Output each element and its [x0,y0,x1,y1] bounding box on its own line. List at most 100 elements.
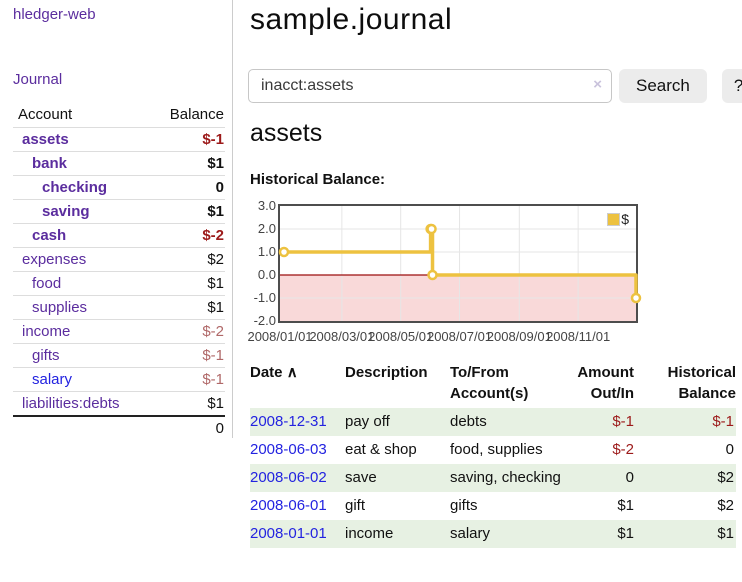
search-input[interactable] [248,69,612,103]
register-row[interactable]: 2008-01-01 income salary $1 $1 [250,520,736,548]
x-axis-label: 2008/07/01 [426,329,493,344]
account-row: food $1 [13,271,225,296]
account-link[interactable]: saving [42,203,90,220]
register-row[interactable]: 2008-06-02 save saving, checking 0 $2 [250,464,736,492]
register-date-link[interactable]: 2008-06-01 [250,497,327,514]
account-row: salary $-1 [13,367,225,392]
accounts-total-spacer [13,415,149,440]
account-row: supplies $1 [13,295,225,320]
register-row[interactable]: 2008-06-03 eat & shop food, supplies $-2 0 [250,436,736,464]
register-row[interactable]: 2008-06-01 gift gifts $1 $2 [250,492,736,520]
register-amount-cell: $-2 [612,441,634,458]
accounts-total-row: 0 [13,415,225,440]
register-table: Date ∧ Description To/From Account(s) Am… [250,358,736,548]
account-row: income $-2 [13,319,225,344]
register-date-link[interactable]: 2008-06-02 [250,469,327,486]
y-axis-label: -1.0 [253,290,276,305]
data-point-marker [630,292,642,304]
y-axis-label: 3.0 [257,198,276,213]
app-title-link[interactable]: hledger-web [13,6,96,23]
account-cell: liabilities:debts [13,391,149,416]
register-header-amount: Amount Out/In [577,364,634,402]
account-balance: $1 [148,151,225,176]
account-balance: $-1 [148,343,225,368]
accounts-table: Account Balance assets $-1 bank $1 checking 0… [13,103,225,440]
register-accounts-cell: saving, checking [450,464,566,492]
register-accounts-cell: gifts [450,497,478,514]
y-axis-label: 2.0 [257,221,276,236]
account-heading: assets [250,119,323,147]
register-description-cell: save [345,464,450,492]
account-row: checking 0 [13,175,225,200]
account-link[interactable]: bank [32,155,68,172]
account-row: assets $-1 [13,127,225,152]
register-balance-cell: $1 [634,520,736,548]
historical-balance-chart: $ 3.0 2.0 1.0 0.0 -1.0 -2.0 2008/01/01 2008/03/… [247,198,670,346]
chart-legend: $ [605,210,631,228]
search-button[interactable]: Search [619,69,707,103]
account-balance: $2 [148,247,225,272]
register-balance-cell: $2 [717,497,734,514]
journal-link[interactable]: Journal [13,71,63,88]
account-link[interactable]: cash [32,227,67,244]
clear-search-icon[interactable]: × [593,76,602,93]
account-link[interactable]: food [32,275,62,292]
register-date-link[interactable]: 2008-06-03 [250,441,327,458]
account-link[interactable]: salary [32,371,73,388]
accounts-header-balance: Balance [169,106,224,123]
help-button[interactable]: ? [721,69,742,103]
x-axis-label: 2008/11/01 [546,329,611,344]
account-link[interactable]: assets [22,131,69,148]
account-cell: bank [13,151,149,176]
data-point-marker [426,223,437,235]
account-link[interactable]: supplies [32,299,88,316]
data-point-marker [427,269,438,281]
account-link[interactable]: liabilities:debts [22,395,120,412]
account-row: cash $-2 [13,223,225,248]
register-amount-cell: $-1 [566,408,634,436]
y-axis-label: 0.0 [257,267,276,282]
register-amount-cell: $1 [617,497,634,514]
account-cell: gifts [13,343,149,368]
register-description-cell: income [345,520,450,548]
account-row: gifts $-1 [13,343,225,368]
search-form: × Search ? [248,69,742,103]
page-title: sample.journal [250,3,453,36]
account-cell: cash [13,223,149,248]
account-link[interactable]: gifts [32,347,60,364]
register-date-cell: 2008-12-31 [250,408,345,436]
account-balance: $-1 [148,127,225,152]
main-content: sample.journal × Search ? assets Histori… [247,0,742,582]
register-header-balance: Historical Balance [667,364,736,402]
account-balance: 0 [148,175,225,200]
register-row[interactable]: 2008-12-31 pay off debts $-1 $-1 [250,408,736,436]
x-axis-label: 2008/05/01 [368,329,434,344]
account-cell: food [13,271,149,296]
search-box: × [248,69,612,103]
chart-heading: Historical Balance: [250,171,386,188]
register-balance-cell: 0 [725,441,734,458]
register-accounts-cell: salary [450,520,566,548]
y-axis-label: -2.0 [253,313,276,328]
account-link[interactable]: income [22,323,71,340]
register-description-cell: pay off [345,408,450,436]
legend-swatch [607,212,621,226]
account-link[interactable]: expenses [22,251,87,268]
account-cell: supplies [13,295,149,320]
account-link[interactable]: checking [42,179,108,196]
register-header-description: Description [345,364,428,381]
register-header-date[interactable]: Date ∧ [250,364,298,381]
legend-label: $ [621,211,629,227]
register-date-cell: 2008-06-02 [250,464,345,492]
register-date-cell: 2008-06-01 [250,492,345,520]
register-amount-cell: $1 [566,520,634,548]
register-date-link[interactable]: 2008-01-01 [250,525,327,542]
account-cell: income [13,319,149,344]
register-date-link[interactable]: 2008-12-31 [250,413,327,430]
register-balance-cell: $-1 [634,408,736,436]
account-balance: $-2 [148,223,225,248]
x-axis-label: 2008/01/01 [247,329,313,344]
register-date-cell: 2008-06-03 [250,436,345,464]
account-balance: $1 [148,295,225,320]
register-accounts-cell: debts [450,408,566,436]
